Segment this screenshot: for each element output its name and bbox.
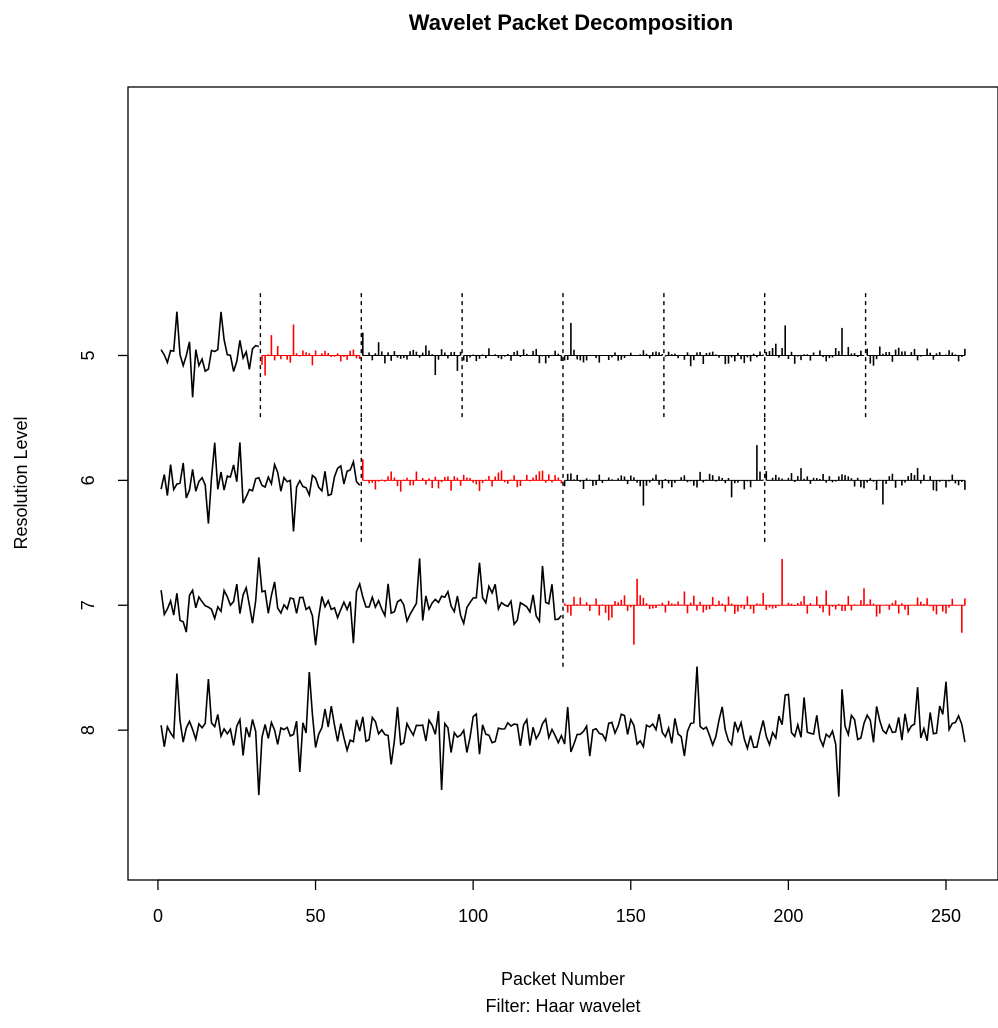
level-5-group (160, 293, 966, 418)
level-7-group (160, 542, 966, 668)
x-tick-label: 100 (458, 906, 488, 926)
y-tick-label: 5 (78, 350, 98, 360)
level-8-group (160, 666, 966, 797)
y-axis-label: Resolution Level (11, 416, 31, 549)
x-tick-label: 50 (306, 906, 326, 926)
filter-label: Filter: Haar wavelet (485, 996, 640, 1016)
level-8-approx-line (160, 666, 966, 797)
x-tick-label: 200 (773, 906, 803, 926)
chart-marks (160, 293, 966, 797)
y-tick-label: 7 (78, 600, 98, 610)
level-6-approx-line (160, 442, 361, 532)
y-axis: 5 6 7 8 (78, 350, 129, 735)
chart-title: Wavelet Packet Decomposition (409, 10, 733, 35)
level-7-approx-line (160, 557, 563, 646)
x-axis: 0 50 100 150 200 250 (153, 879, 961, 926)
x-tick-label: 250 (931, 906, 961, 926)
x-tick-label: 0 (153, 906, 163, 926)
y-tick-label: 8 (78, 725, 98, 735)
x-axis-label: Packet Number (501, 969, 625, 989)
level-5-approx-line (160, 311, 260, 398)
level-6-group (160, 417, 966, 543)
x-tick-label: 150 (616, 906, 646, 926)
y-tick-label: 6 (78, 475, 98, 485)
